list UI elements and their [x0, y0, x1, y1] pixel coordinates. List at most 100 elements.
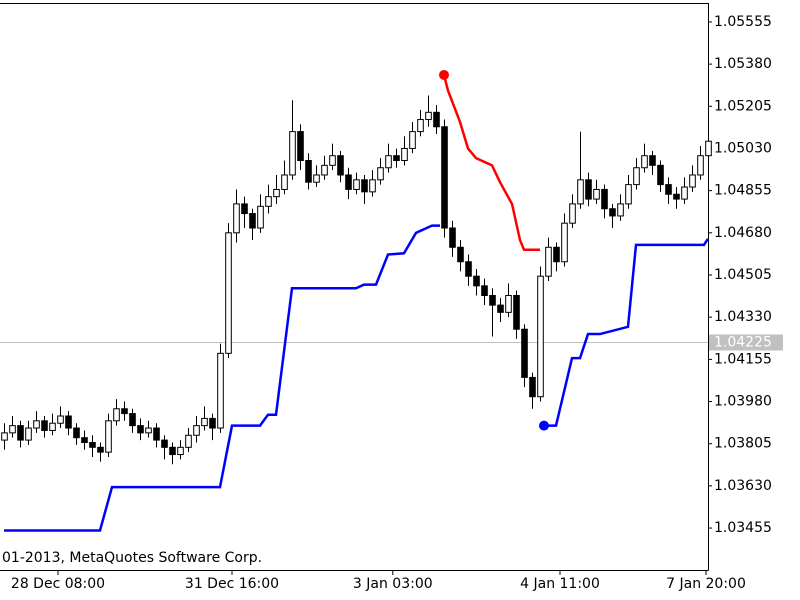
- y-tick-label: 1.05030: [714, 140, 772, 156]
- candle-body: [649, 155, 656, 166]
- x-tick-label: 28 Dec 08:00: [11, 576, 105, 592]
- candle-body: [177, 446, 184, 456]
- candle-body: [233, 203, 240, 234]
- candle-body: [641, 155, 648, 169]
- candle-body: [97, 446, 104, 453]
- candle-body: [401, 147, 408, 162]
- candle-body: [697, 155, 704, 176]
- candle-body: [241, 203, 248, 215]
- candle-body: [289, 131, 296, 176]
- candle-body: [505, 294, 512, 313]
- y-tick-label: 1.03805: [714, 436, 772, 452]
- candle-body: [25, 427, 32, 441]
- candle-body: [169, 446, 176, 456]
- candle-body: [1, 432, 8, 441]
- candle-body: [457, 246, 464, 263]
- candle-body: [137, 425, 144, 434]
- candle-body: [89, 442, 96, 448]
- candle-body: [9, 425, 16, 434]
- candle-body: [17, 425, 24, 441]
- candle-body: [249, 213, 256, 229]
- copyright: 01-2013, MetaQuotes Software Corp.: [2, 550, 262, 566]
- y-tick-label: 1.03630: [714, 478, 772, 494]
- candle-body: [201, 417, 208, 427]
- candle-body: [361, 179, 368, 193]
- y-tick-label: 1.04680: [714, 225, 772, 241]
- candle-body: [41, 420, 48, 431]
- indicator-line: [442, 74, 540, 251]
- candle-body: [585, 179, 592, 200]
- candle-body: [185, 434, 192, 448]
- candle-body: [113, 408, 120, 422]
- y-tick-label: 1.04855: [714, 183, 772, 199]
- candle-body: [481, 285, 488, 296]
- candle-body: [521, 328, 528, 378]
- x-tick-label: 7 Jan 20:00: [666, 576, 746, 592]
- candle-body: [321, 164, 328, 176]
- y-tick-label: 1.03980: [714, 394, 772, 410]
- candle-body: [257, 205, 264, 229]
- candle-body: [537, 275, 544, 398]
- y-tick-label: 1.04155: [714, 351, 772, 367]
- candle-body: [529, 376, 536, 398]
- candle-body: [57, 415, 64, 424]
- candle-body: [569, 203, 576, 224]
- candle-body: [577, 179, 584, 205]
- candle-body: [385, 155, 392, 169]
- y-tick-label: 1.05205: [714, 98, 772, 114]
- candle-body: [129, 413, 136, 427]
- candle-body: [353, 179, 360, 190]
- candle-body: [393, 155, 400, 162]
- y-tick-label: 1.03455: [714, 520, 772, 536]
- candle-body: [81, 437, 88, 444]
- candle-body: [625, 184, 632, 205]
- candle-body: [33, 420, 40, 429]
- candle-body: [377, 167, 384, 181]
- y-tick-label: 1.05380: [714, 56, 772, 72]
- candle-body: [145, 427, 152, 434]
- candle-body: [553, 246, 560, 263]
- candle-body: [545, 246, 552, 277]
- candle-body: [441, 126, 448, 229]
- candle-body: [465, 261, 472, 277]
- candle-body: [593, 188, 600, 200]
- current-price-label: 1.04225: [714, 334, 772, 350]
- candle-body: [657, 164, 664, 186]
- candle-body: [313, 174, 320, 183]
- x-tick-label: 31 Dec 16:00: [185, 576, 279, 592]
- candle-body: [153, 427, 160, 441]
- candle-body: [337, 155, 344, 176]
- candle-body: [161, 439, 168, 448]
- candle-body: [425, 111, 432, 121]
- candle-body: [673, 193, 680, 200]
- candle-body: [121, 408, 128, 415]
- y-tick-label: 1.04330: [714, 309, 772, 325]
- candle-body: [193, 425, 200, 436]
- candle-body: [689, 174, 696, 188]
- candle-body: [273, 188, 280, 198]
- signal-dot: [539, 420, 549, 431]
- candle-body: [561, 222, 568, 263]
- candle-body: [217, 352, 224, 429]
- candle-body: [281, 174, 288, 190]
- candle-body: [409, 131, 416, 149]
- candle-body: [209, 417, 216, 429]
- candle-body: [681, 186, 688, 200]
- candle-body: [329, 155, 336, 166]
- y-tick-label: 1.05555: [714, 14, 772, 30]
- candle-body: [609, 208, 616, 217]
- candle-body: [417, 119, 424, 133]
- candle-body: [497, 304, 504, 313]
- candle-body: [49, 422, 56, 431]
- candle-body: [105, 420, 112, 453]
- candle-body: [617, 203, 624, 217]
- candle-body: [265, 196, 272, 207]
- current-price-box: [709, 334, 783, 351]
- candle-body: [297, 131, 304, 162]
- candle-body: [665, 184, 672, 195]
- candle-body: [369, 179, 376, 193]
- candle-body: [305, 160, 312, 183]
